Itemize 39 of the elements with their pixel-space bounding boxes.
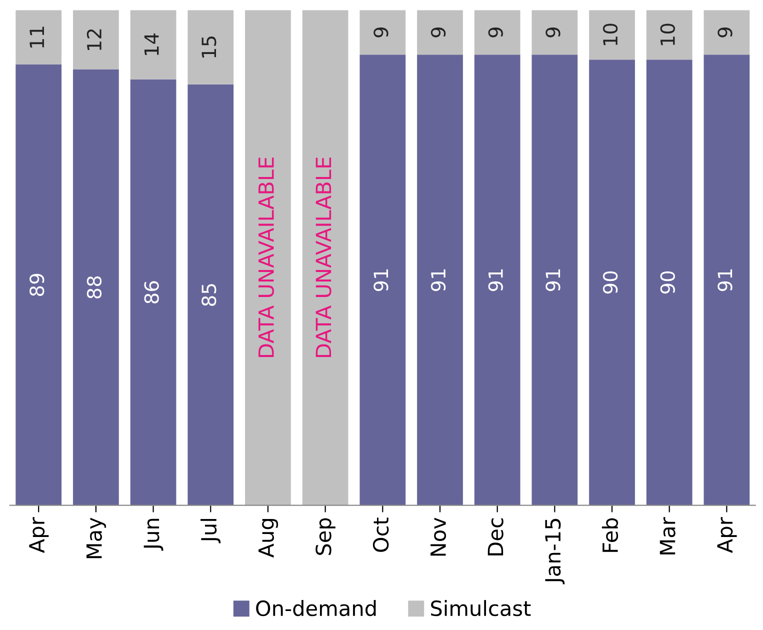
data-label: 91 [374, 269, 388, 292]
data-label: 11 [30, 26, 44, 48]
x-tick-label: Mar [660, 517, 676, 554]
data-label: 91 [718, 269, 732, 292]
data-label: 9 [430, 28, 446, 38]
x-tick-label: Oct [372, 518, 389, 552]
x-tick-label: Apr [29, 517, 49, 553]
data-label: 91 [546, 269, 560, 292]
annotation: DATA UNAVAILABLE [258, 158, 274, 358]
x-tick-label: Jan-15 [545, 518, 565, 584]
legend-label: On-demand [256, 600, 376, 616]
data-label: 90 [602, 271, 618, 294]
data-label: 90 [660, 271, 675, 294]
annotation: DATA UNAVAILABLE [316, 158, 332, 358]
data-label: 10 [602, 24, 618, 46]
x-tick-label: Feb [602, 518, 618, 552]
data-label: 86 [144, 281, 159, 304]
data-label: 89 [30, 274, 44, 296]
x-tick-label: Dec [488, 518, 504, 556]
data-label: 91 [488, 269, 503, 292]
data-label: 10 [660, 24, 675, 46]
data-label: 91 [430, 269, 446, 292]
x-tick-label: Jul [200, 519, 221, 544]
data-label: 14 [144, 33, 159, 55]
data-label: 85 [202, 284, 216, 306]
legend-label: Simulcast [431, 600, 531, 616]
x-tick-label: Apr [717, 517, 737, 553]
data-label: 9 [718, 28, 732, 38]
data-label: 15 [202, 36, 216, 58]
data-label: 9 [546, 28, 560, 38]
x-tick-label: Sep [316, 518, 336, 555]
data-label: 9 [374, 28, 388, 38]
x-tick-label: Jun [144, 518, 164, 551]
data-label: 9 [488, 28, 503, 38]
x-tick-label: Aug [258, 518, 278, 558]
data-label: 88 [86, 276, 102, 298]
x-tick-label: Nov [430, 518, 446, 556]
data-label: 12 [86, 29, 102, 50]
x-tick-label: May [86, 518, 106, 558]
